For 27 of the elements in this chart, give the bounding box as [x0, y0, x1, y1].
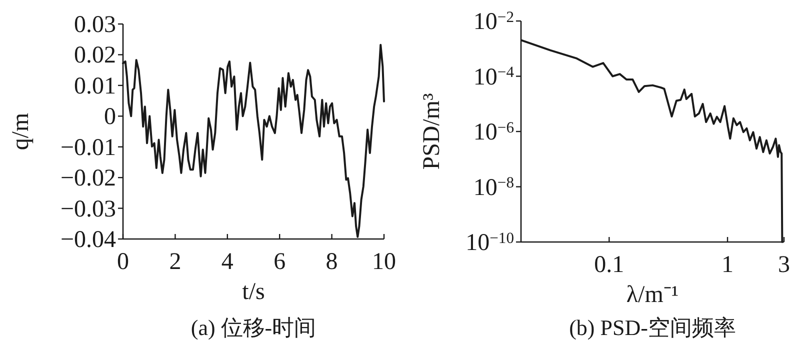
x-tick-label: 10 [372, 249, 396, 275]
x-axis-title: λ/m⁻¹ [626, 282, 679, 308]
y-tick-label: −0.03 [60, 196, 116, 222]
y-tick-label: 10$^{−6}$ [473, 119, 514, 146]
y-tick-label: 0.02 [74, 42, 116, 69]
text: (b) PSD-空间频率 [569, 315, 736, 340]
x-axis-title: t/s [242, 279, 265, 305]
x-tick-label: 8 [326, 249, 338, 275]
x-tick-label: 0.1 [594, 252, 624, 278]
y-tick-label: 10$^{−8}$ [473, 174, 514, 201]
x-tick-label: 3 [778, 252, 790, 278]
y-tick-label: 10$^{−10}$ [466, 230, 514, 256]
y-tick-label: 10$^{−4}$ [473, 64, 514, 90]
y-tick-label: 10$^{−2}$ [473, 8, 514, 35]
x-tick-label: 4 [221, 249, 234, 275]
y-tick-label: 0.01 [74, 73, 116, 100]
text: (a) 位移-时间 [190, 315, 316, 340]
y-axis-title: PSD/m³ [419, 93, 445, 170]
y-tick-label: 0.03 [74, 12, 116, 38]
y-tick-label: 0 [104, 104, 116, 130]
y-axis-title: q/m [8, 112, 34, 150]
y-tick-label: −0.01 [60, 134, 116, 161]
y-tick-label: −0.04 [60, 227, 116, 253]
x-tick-label: 1 [722, 252, 734, 278]
x-tick-label: 6 [274, 249, 286, 275]
x-tick-label: 2 [169, 249, 182, 275]
y-tick-label: −0.02 [60, 166, 116, 192]
